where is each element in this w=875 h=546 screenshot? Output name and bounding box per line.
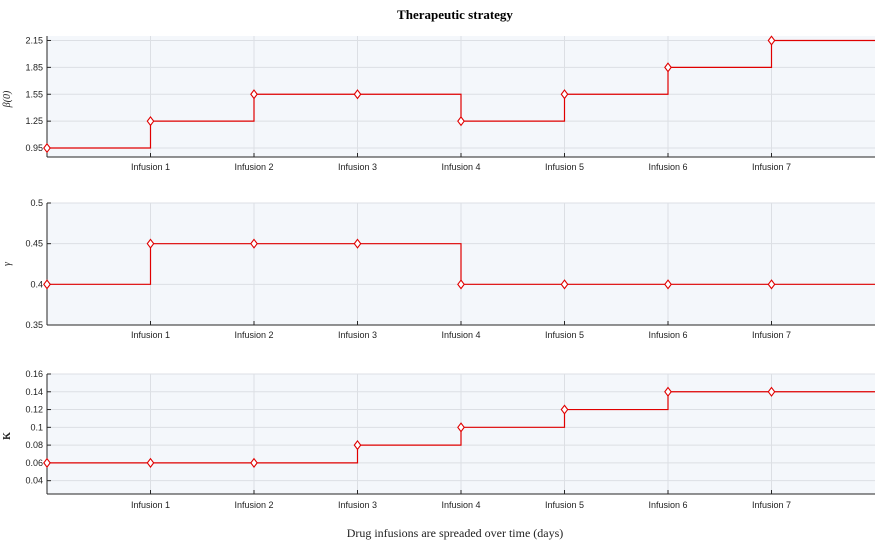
- gamma-data-point: [146, 238, 155, 249]
- gamma-x-tick-label: Infusion 4: [441, 330, 480, 340]
- beta0-x-tick-label: Infusion 5: [545, 162, 584, 172]
- beta0-y-tick-label: 0.95: [25, 143, 43, 153]
- beta0-data-point: [353, 89, 362, 100]
- beta0-data-point: [250, 89, 258, 100]
- gamma-x-tick-label: Infusion 5: [545, 330, 584, 340]
- k-y-axis-label: K: [2, 432, 13, 440]
- gamma-data-point: [457, 279, 465, 290]
- gamma-x-tick-label: Infusion 7: [752, 330, 791, 340]
- panel-k: 0.04 0.06 0.08 0.1 0.12 0.14 0.16 Infusion 1 Inf…: [2, 369, 875, 510]
- k-data-point: [146, 457, 155, 468]
- k-data-point: [43, 457, 51, 468]
- beta0-x-tick-label: Infusion 7: [752, 162, 791, 172]
- x-axis-label: Drug infusions are spreaded over time (d…: [347, 526, 564, 540]
- chart-title: Therapeutic strategy: [397, 7, 513, 22]
- beta0-y-axis-label: β(0): [2, 90, 13, 108]
- k-data-point: [664, 386, 672, 397]
- k-y-tick-label: 0.04: [25, 476, 43, 486]
- gamma-y-axis-label: γ: [2, 261, 13, 266]
- beta0-data-point: [767, 35, 776, 46]
- k-y-tick-label: 0.1: [30, 422, 43, 432]
- k-x-tick-label: Infusion 4: [441, 500, 480, 510]
- beta0-data-point: [457, 116, 465, 127]
- gamma-y-tick-label: 0.45: [25, 239, 43, 249]
- gamma-data-point: [767, 279, 776, 290]
- beta0-y-tick-label: 1.25: [25, 116, 43, 126]
- k-data-point: [353, 440, 362, 451]
- beta0-x-tick-label: Infusion 3: [338, 162, 377, 172]
- gamma-x-tick-label: Infusion 2: [234, 330, 273, 340]
- k-x-tick-label: Infusion 5: [545, 500, 584, 510]
- beta0-x-tick-label: Infusion 4: [441, 162, 480, 172]
- k-data-point: [250, 457, 258, 468]
- beta0-y-tick-label: 2.15: [25, 35, 43, 45]
- panel-beta0: 0.95 1.25 1.55 1.85 2.15 Infusion 1 Infusion 2…: [2, 35, 875, 172]
- k-x-tick-label: Infusion 1: [131, 500, 170, 510]
- k-x-tick-label: Infusion 3: [338, 500, 377, 510]
- panel-gamma: 0.35 0.4 0.45 0.5 Infusion 1 Infusion 2 Infusi…: [2, 198, 875, 340]
- gamma-y-tick-label: 0.4: [30, 279, 43, 289]
- k-x-tick-label: Infusion 7: [752, 500, 791, 510]
- k-y-tick-label: 0.12: [25, 405, 43, 415]
- gamma-data-point: [353, 238, 362, 249]
- beta0-data-point: [43, 142, 51, 154]
- gamma-data-point: [664, 279, 672, 290]
- k-y-tick-label: 0.08: [25, 440, 43, 450]
- beta0-x-tick-label: Infusion 2: [234, 162, 273, 172]
- beta0-data-point: [146, 116, 155, 127]
- beta0-data-point: [664, 62, 672, 73]
- k-y-tick-label: 0.06: [25, 458, 43, 468]
- k-data-point: [457, 422, 465, 433]
- beta0-x-tick-label: Infusion 1: [131, 162, 170, 172]
- beta0-x-tick-label: Infusion 6: [648, 162, 687, 172]
- k-data-point: [560, 404, 569, 415]
- k-y-tick-label: 0.14: [25, 387, 43, 397]
- beta0-data-point: [560, 89, 569, 100]
- gamma-y-tick-label: 0.35: [25, 320, 43, 330]
- k-x-tick-label: Infusion 2: [234, 500, 273, 510]
- gamma-data-point: [560, 279, 569, 290]
- k-y-tick-label: 0.16: [25, 369, 43, 379]
- gamma-data-point: [43, 279, 51, 290]
- k-data-point: [767, 386, 776, 397]
- gamma-series-line: [47, 243, 875, 285]
- gamma-x-tick-label: Infusion 3: [338, 330, 377, 340]
- gamma-y-tick-label: 0.5: [30, 198, 43, 208]
- beta0-y-tick-label: 1.85: [25, 62, 43, 72]
- k-x-tick-label: Infusion 6: [648, 500, 687, 510]
- gamma-x-tick-label: Infusion 6: [648, 330, 687, 340]
- gamma-x-tick-label: Infusion 1: [131, 330, 170, 340]
- beta0-y-tick-label: 1.55: [25, 89, 43, 99]
- gamma-data-point: [250, 238, 258, 249]
